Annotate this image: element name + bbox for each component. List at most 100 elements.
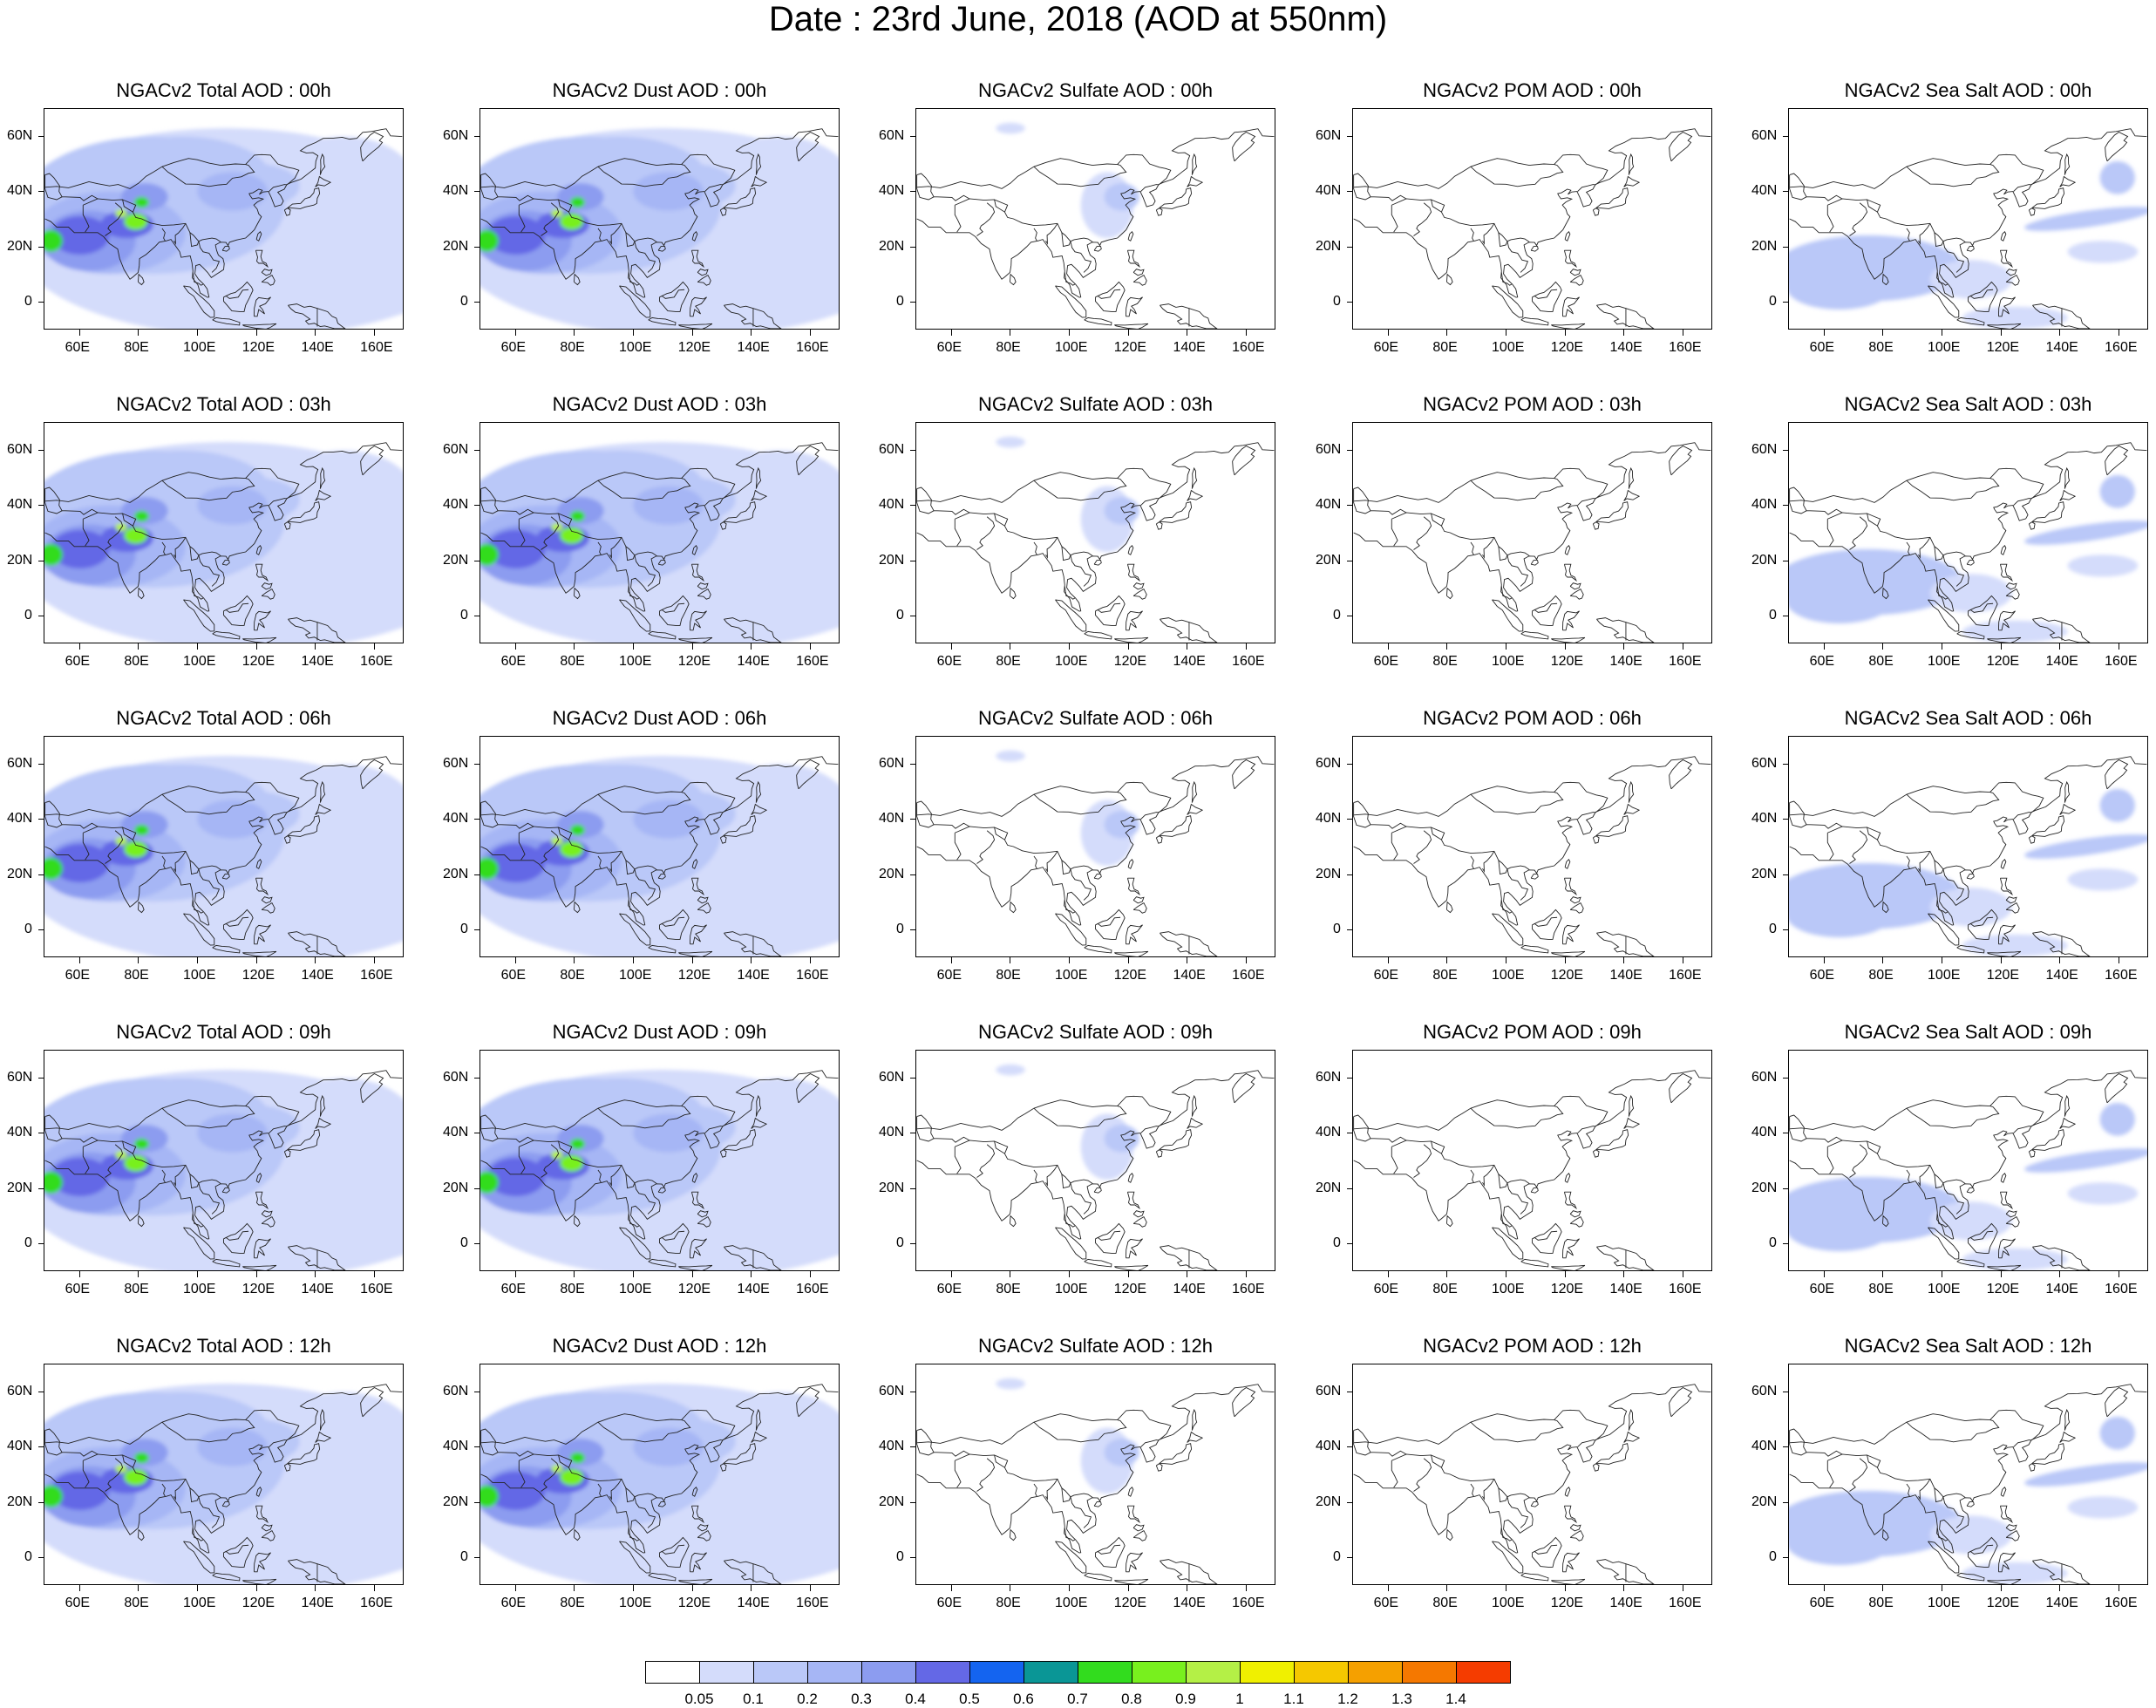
- x-tick-label: 160E: [2105, 1282, 2137, 1297]
- x-tick-label: 160E: [1232, 340, 1264, 356]
- x-tick-mark: [1565, 1585, 1566, 1591]
- x-tick-label: 80E: [996, 1282, 1020, 1297]
- aod-contour: [1789, 1521, 1892, 1565]
- coastline: [1187, 1118, 1202, 1128]
- coastline: [1849, 1145, 1867, 1178]
- colorbar-swatch: [1024, 1661, 1078, 1684]
- coastline: [955, 1454, 1092, 1498]
- x-tick-mark: [810, 330, 811, 336]
- x-tick-mark: [633, 1271, 634, 1277]
- coastline: [2032, 1130, 2064, 1151]
- coastline: [1160, 618, 1216, 643]
- y-tick-mark: [1347, 1502, 1352, 1503]
- x-tick-label: 60E: [501, 654, 526, 670]
- y-tick-label: 40N: [7, 497, 32, 513]
- coastline: [1521, 945, 1548, 953]
- x-tick-label: 120E: [1987, 1596, 2019, 1611]
- coastline: [1596, 816, 1629, 837]
- x-tick-label: 80E: [1868, 1282, 1893, 1297]
- map-area: [1788, 736, 2148, 957]
- y-tick-label: 20N: [1751, 1494, 1777, 1510]
- y-tick-mark: [910, 1557, 915, 1558]
- x-tick-mark: [315, 330, 316, 336]
- coastline: [1790, 468, 2044, 502]
- y-tick-label: 40N: [443, 1125, 468, 1140]
- x-tick-label: 60E: [937, 1282, 962, 1297]
- y-tick-mark: [1347, 1078, 1352, 1079]
- coastline: [1492, 1228, 1522, 1259]
- y-tick-label: 40N: [879, 183, 904, 199]
- coastline: [1133, 269, 1144, 276]
- coastline: [1570, 1525, 1581, 1531]
- aod-field: [1353, 1051, 1711, 1270]
- coastline: [1531, 874, 1538, 880]
- x-tick-mark: [374, 1585, 375, 1591]
- colorbar-swatch: [1078, 1661, 1132, 1684]
- aod-shading: [1789, 161, 2147, 329]
- y-tick-label: 40N: [7, 183, 32, 199]
- x-tick-label: 60E: [1374, 1596, 1398, 1611]
- colorbar-swatch: [969, 1661, 1024, 1684]
- coastline: [2000, 1506, 2011, 1522]
- y-tick-label: 0: [460, 608, 468, 623]
- x-tick-label: 60E: [1374, 1282, 1398, 1297]
- x-tick-mark: [2001, 957, 2002, 963]
- y-tick-label: 60N: [1751, 442, 1777, 458]
- y-tick-label: 20N: [1316, 867, 1341, 882]
- aod-contour: [134, 825, 149, 836]
- aod-contour: [996, 1065, 1025, 1076]
- map-area: [44, 422, 404, 643]
- y-tick-label: 40N: [443, 497, 468, 513]
- coastline: [1354, 154, 1608, 188]
- x-tick-mark: [574, 1271, 575, 1277]
- aod-field: [1789, 1364, 2147, 1584]
- y-tick-mark: [1783, 450, 1788, 451]
- coastline: [1432, 827, 1445, 840]
- x-tick-label: 120E: [1114, 1282, 1146, 1297]
- x-tick-label: 120E: [242, 1596, 275, 1611]
- x-tick-mark: [374, 957, 375, 963]
- coastline: [1471, 479, 1563, 500]
- aod-contour: [551, 209, 562, 217]
- y-tick-mark: [1347, 247, 1352, 248]
- map-area: [915, 736, 1275, 957]
- coastline: [1564, 250, 1575, 267]
- y-tick-mark: [474, 136, 479, 137]
- y-tick-mark: [1783, 136, 1788, 137]
- coastline: [1391, 513, 1529, 556]
- x-tick-mark: [1388, 1585, 1389, 1591]
- y-tick-mark: [1347, 505, 1352, 506]
- map-area: [1352, 1050, 1712, 1271]
- coastline: [2064, 154, 2069, 175]
- coastline: [1391, 199, 1529, 242]
- y-tick-mark: [474, 764, 479, 765]
- y-tick-label: 20N: [443, 553, 468, 568]
- x-tick-label: 160E: [360, 654, 392, 670]
- x-tick-label: 80E: [560, 654, 584, 670]
- x-tick-mark: [138, 643, 139, 650]
- map-area: [479, 1050, 840, 1271]
- panel-title: NGACv2 Sea Salt AOD : 09h: [1751, 1021, 2156, 1044]
- x-tick-mark: [315, 957, 316, 963]
- coastline: [1354, 1385, 1711, 1553]
- x-tick-label: 140E: [1609, 340, 1642, 356]
- x-tick-mark: [374, 330, 375, 336]
- aod-field: [1353, 423, 1711, 643]
- y-tick-label: 40N: [1316, 1125, 1341, 1140]
- colorbar-swatch: [1402, 1661, 1457, 1684]
- x-tick-mark: [633, 957, 634, 963]
- coastline: [1867, 200, 1881, 212]
- x-tick-label: 120E: [1114, 968, 1146, 983]
- y-tick-mark: [1783, 1446, 1788, 1447]
- y-tick-label: 20N: [1316, 553, 1341, 568]
- coastline: [1045, 223, 1057, 243]
- x-tick-label: 60E: [1374, 654, 1398, 670]
- aod-contour: [2068, 868, 2139, 890]
- y-tick-mark: [1347, 136, 1352, 137]
- aod-shading: [1789, 789, 2147, 956]
- coastline: [1827, 513, 1965, 556]
- coastline: [1570, 276, 1583, 286]
- x-tick-label: 140E: [2045, 340, 2078, 356]
- aod-contour: [2023, 829, 2147, 863]
- x-tick-mark: [951, 1271, 952, 1277]
